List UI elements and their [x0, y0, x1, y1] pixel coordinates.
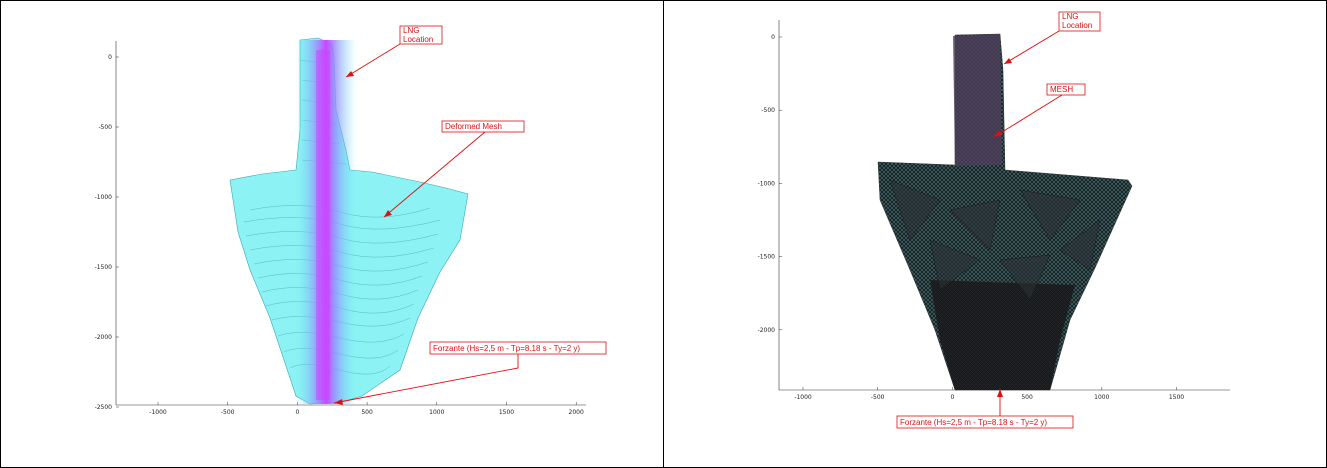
annotation-label: MESH	[1050, 85, 1073, 94]
right-annotation-mesh: MESH	[993, 83, 1086, 138]
right-panel: -1000 -500 0 500 1000 1500 0 -500 -1000 -1500 -20…	[758, 11, 1230, 429]
x-tick-label: 0	[950, 394, 954, 401]
annotation-label: Forzante (Hs=2,5 m - Tp=8.18 s - Ty=2 y)	[433, 344, 580, 353]
x-tick-label: 1500	[499, 409, 514, 416]
y-tick-label: -2000	[95, 334, 113, 341]
right-annotation-forzante: Forzante (Hs=2,5 m - Tp=8.18 s - Ty=2 y)	[896, 389, 1074, 429]
annotation-box	[1058, 11, 1101, 32]
annotation-box	[399, 25, 443, 45]
arrow-head	[384, 210, 392, 217]
y-tick-label: 0	[771, 34, 775, 41]
left-axes	[115, 41, 586, 406]
x-tick-label: 500	[361, 409, 373, 416]
left-x-ticks: -1000 -500 0 500 1000 1500 2000	[149, 402, 584, 416]
annotation-arrow	[333, 354, 519, 404]
annotation-box	[441, 120, 525, 133]
mesh-dense-region	[930, 280, 1075, 390]
x-tick-label: 1500	[1169, 394, 1184, 401]
left-annotation-deformed: Deformed Mesh	[383, 120, 525, 218]
annotation-label: LNG	[1062, 12, 1078, 21]
arrow-head	[334, 399, 343, 405]
left-y-ticks: 0 -500 -1000 -1500 -2000 -2500	[95, 54, 119, 411]
y-tick-label: -1500	[95, 264, 113, 271]
mesh-triangles	[889, 179, 1101, 301]
arrow-head	[994, 130, 1002, 137]
deformed-mesh	[229, 37, 469, 405]
annotation-box	[1046, 83, 1086, 96]
annotation-label: Forzante (Hs=2,5 m - Tp=8.18 s - Ty=2 y)	[900, 418, 1047, 427]
x-tick-label: -1000	[149, 409, 167, 416]
annotation-arrow	[345, 43, 401, 78]
left-panel: -1000 -500 0 500 1000 1500 2000 0 -500 -1000 -150…	[95, 25, 607, 416]
y-tick-label: -500	[761, 107, 775, 114]
arrow-head	[346, 71, 354, 77]
annotation-label: Deformed Mesh	[445, 122, 502, 131]
right-y-ticks: 0 -500 -1000 -1500 -2000	[758, 34, 782, 334]
y-tick-label: -1500	[758, 254, 776, 261]
annotation-arrow	[1003, 30, 1060, 65]
y-tick-label: -2500	[95, 404, 113, 411]
mesh-channel	[953, 34, 1002, 166]
x-tick-label: 2000	[569, 409, 584, 416]
annotation-box	[896, 415, 1074, 429]
y-tick-label: -1000	[758, 180, 776, 187]
x-tick-label: 0	[295, 409, 299, 416]
right-x-ticks: -1000 -500 0 500 1000 1500	[794, 387, 1184, 401]
x-tick-label: 1000	[1094, 394, 1109, 401]
y-tick-label: -1000	[95, 194, 113, 201]
arrow-head	[1004, 58, 1012, 64]
annotation-arrow	[383, 131, 486, 218]
x-tick-label: 1000	[429, 409, 444, 416]
computational-mesh	[877, 33, 1133, 391]
x-tick-label: -500	[221, 409, 235, 416]
annotation-label: Location	[1062, 21, 1092, 30]
x-tick-label: -500	[871, 394, 885, 401]
annotation-arrow	[993, 94, 1063, 138]
arrow-head	[997, 389, 1003, 397]
annotation-label: Location	[403, 35, 433, 44]
x-tick-label: -1000	[794, 394, 812, 401]
y-tick-label: -2000	[758, 327, 776, 334]
annotation-label: LNG	[403, 26, 419, 35]
velocity-core	[316, 50, 330, 400]
right-annotation-lng: LNG Location	[1003, 11, 1101, 65]
y-tick-label: -500	[98, 124, 112, 131]
left-annotation-forzante: Forzante (Hs=2,5 m - Tp=8.18 s - Ty=2 y)	[333, 341, 607, 405]
x-tick-label: 500	[1021, 394, 1033, 401]
y-tick-label: 0	[108, 54, 112, 61]
left-annotation-lng: LNG Location	[345, 25, 443, 78]
